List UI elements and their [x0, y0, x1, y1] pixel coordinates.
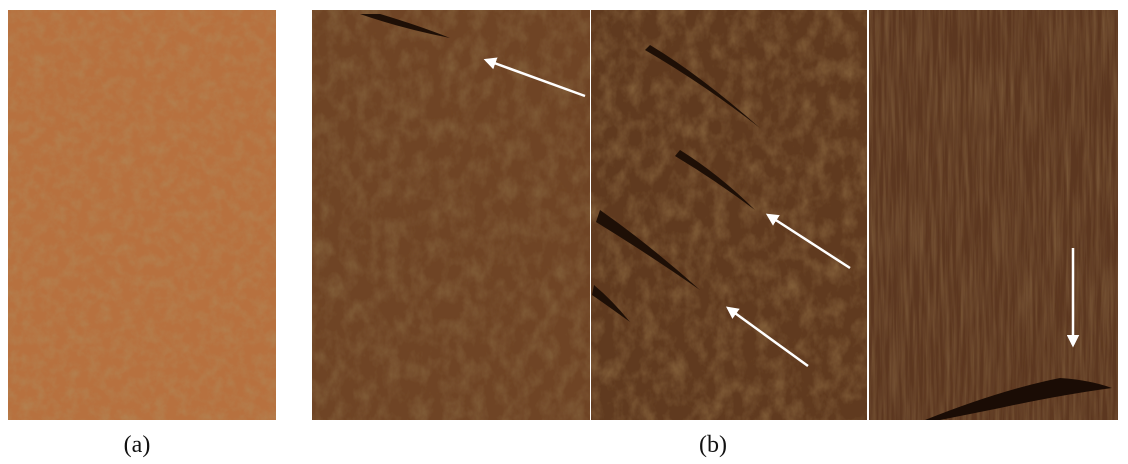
panel-label: (b)	[699, 432, 727, 458]
photo-b1	[312, 10, 590, 420]
figure: (a) (b)	[0, 0, 1128, 464]
page: (a) (b) (() => { const data = JSON.parse…	[0, 0, 1128, 464]
photo-b2	[591, 10, 867, 420]
photo-a	[8, 10, 276, 420]
photo-b3	[869, 10, 1118, 420]
panel-label: (a)	[124, 432, 151, 458]
